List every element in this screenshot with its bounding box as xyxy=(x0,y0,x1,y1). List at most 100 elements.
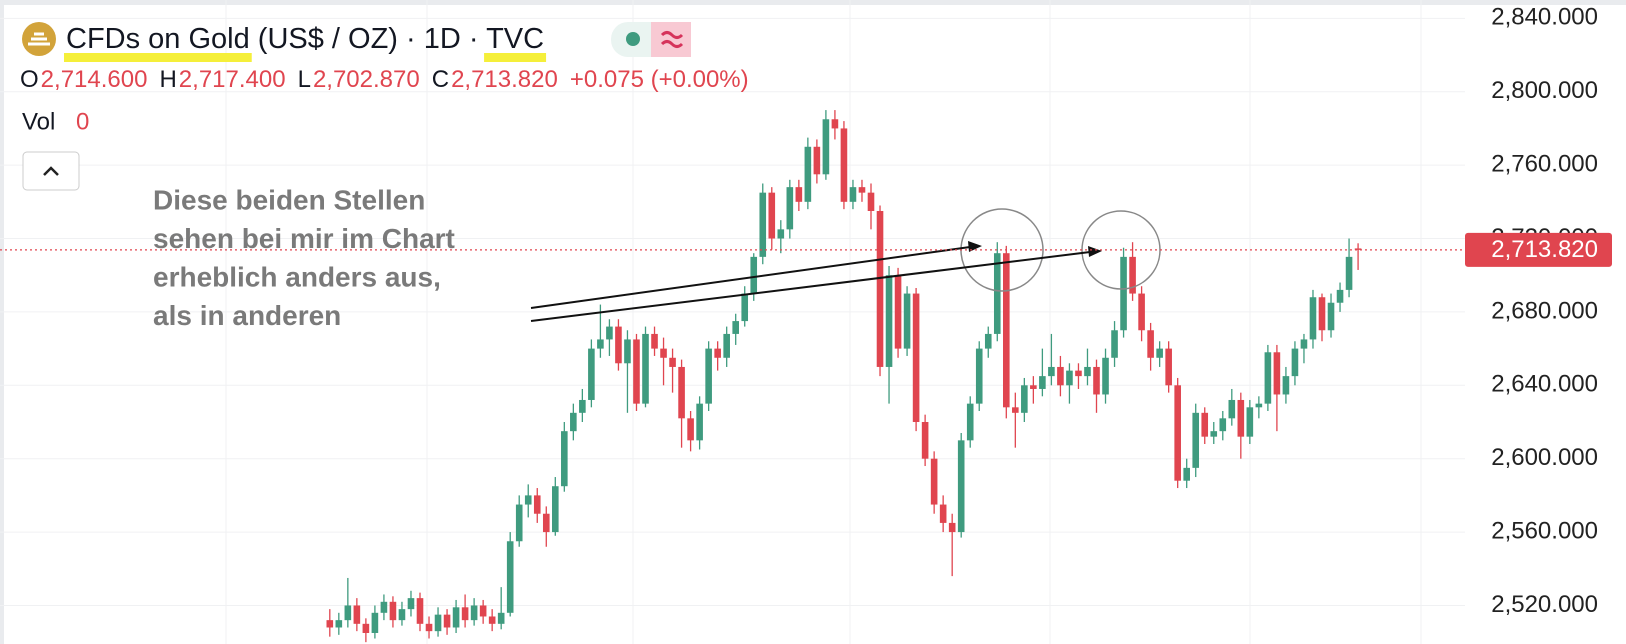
arrow-head xyxy=(1088,246,1102,257)
candle-body xyxy=(1255,403,1263,408)
logo-bars xyxy=(28,32,50,46)
candle-body xyxy=(1201,412,1209,437)
change: +0.075 (+0.00%) xyxy=(570,66,749,93)
candle-body xyxy=(452,607,460,628)
candle-body xyxy=(912,293,920,422)
candle-body xyxy=(903,293,911,349)
candle-body xyxy=(1102,357,1109,395)
annotation-line: sehen bei mir im Chart xyxy=(153,223,455,254)
candle-body xyxy=(524,495,532,505)
candle-body xyxy=(497,612,505,624)
candle-body xyxy=(849,187,857,202)
candle-body xyxy=(570,412,577,432)
candle-body xyxy=(723,333,730,358)
annotation-line: Diese beiden Stellen xyxy=(153,184,425,215)
candle-body xyxy=(921,421,929,459)
market-dot xyxy=(626,32,640,46)
candle-body xyxy=(542,513,550,533)
candle-body xyxy=(335,620,343,628)
candle-body xyxy=(1165,348,1172,386)
candle-body xyxy=(642,333,649,404)
candle-body xyxy=(840,128,848,202)
candle-body xyxy=(1210,431,1218,437)
candle-body xyxy=(470,605,478,621)
candle-body xyxy=(930,458,938,505)
y-tick-label: 2,640.000 xyxy=(1491,371,1598,398)
candle-body xyxy=(398,609,406,621)
candle-body xyxy=(1120,256,1127,331)
candle-body xyxy=(353,605,361,624)
candle-body xyxy=(1039,376,1046,389)
candle-body xyxy=(804,146,812,202)
left-frame xyxy=(0,0,4,644)
candle-body xyxy=(1138,293,1145,331)
candle-body xyxy=(975,348,983,404)
candle-body xyxy=(1228,399,1236,419)
candle-body xyxy=(759,192,767,257)
candle-body xyxy=(885,275,893,367)
candle-body xyxy=(948,522,956,533)
candle-body xyxy=(344,605,352,621)
candle-body xyxy=(1345,256,1353,290)
candle-body xyxy=(1030,385,1037,389)
ohlc-value: 2,713.820 xyxy=(451,66,558,93)
candle-body xyxy=(813,146,821,175)
exchange: TVC xyxy=(486,23,544,55)
top-frame xyxy=(0,0,1626,5)
annotation-line: erheblich anders aus, xyxy=(153,261,441,292)
delay-icon xyxy=(660,31,684,48)
candle-body xyxy=(660,348,667,358)
candle-body xyxy=(1291,348,1299,377)
candle-body xyxy=(371,612,379,633)
collapse-button[interactable] xyxy=(22,151,80,191)
candle-body xyxy=(1129,256,1136,294)
candles xyxy=(326,110,1362,643)
candle-body xyxy=(380,601,388,613)
candle-body xyxy=(1327,302,1335,331)
candle-body xyxy=(966,403,974,441)
candle-body xyxy=(515,504,523,542)
candle-body xyxy=(488,616,496,624)
highlight xyxy=(484,53,547,62)
annotation-line: als in anderen xyxy=(153,300,341,331)
candle-body xyxy=(561,431,568,487)
candle-body xyxy=(1111,330,1118,358)
candle-body xyxy=(1057,366,1064,386)
ohlc-value: 2,714.600 xyxy=(41,66,148,93)
candle-body xyxy=(533,495,541,514)
y-tick-label: 2,840.000 xyxy=(1491,4,1598,31)
candle-body xyxy=(894,275,902,349)
candle-body xyxy=(1246,407,1254,437)
candle-body xyxy=(416,598,424,624)
candle-body xyxy=(425,623,433,632)
candle-body xyxy=(786,187,794,230)
candle-body xyxy=(1183,467,1190,481)
candle-body xyxy=(1174,385,1181,481)
candle-body xyxy=(1156,348,1163,358)
candle-body xyxy=(822,119,830,175)
candle-body xyxy=(651,333,658,349)
volume-label: Vol xyxy=(22,108,55,135)
candle-body xyxy=(579,399,586,413)
candle-body xyxy=(831,119,839,129)
candle-body xyxy=(1084,366,1091,377)
candle-body xyxy=(1147,330,1154,358)
ohlc-key: H xyxy=(159,66,176,93)
y-axis: 2,520.000 2,560.000 2,600.000 2,640.000 2,68… xyxy=(1491,4,1598,618)
candle-body xyxy=(362,623,370,633)
candle-body xyxy=(858,187,866,193)
candle-body xyxy=(1066,370,1073,386)
candle-body xyxy=(705,348,712,404)
header: CFDs on Gold (US$ / OZ) · 1D · TVC O2,71… xyxy=(20,22,749,191)
y-tick-label: 2,760.000 xyxy=(1491,150,1598,177)
candle-body xyxy=(876,210,884,367)
candle-body xyxy=(957,440,965,533)
candle-body xyxy=(678,366,685,419)
chevron-up xyxy=(43,166,59,176)
candle-body xyxy=(506,541,514,613)
last-price-label: 2,713.820 xyxy=(1491,236,1598,263)
ohlc-value: 2,702.870 xyxy=(313,66,420,93)
grid xyxy=(0,0,1465,644)
